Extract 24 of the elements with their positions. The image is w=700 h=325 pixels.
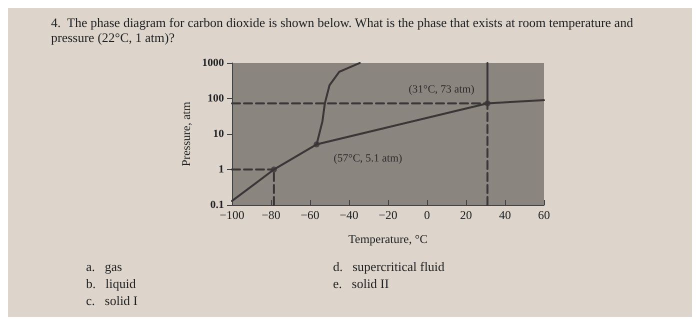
x-tick-label: −40 [340, 208, 358, 222]
text: c. solid I [86, 293, 138, 308]
text: d. supercritical fluid [333, 259, 446, 274]
y-tick-label: 0.1 [210, 199, 224, 211]
y-axis-title: Pressure, atm [179, 101, 193, 166]
text: e. solid II [333, 276, 389, 291]
y-tick-label: 100 [208, 92, 224, 104]
y-tick-label: 1 [218, 164, 224, 176]
x-tick-label: −100 [220, 208, 244, 222]
x-tick-label: −20 [378, 208, 398, 222]
chart-title: 4. The phase diagram for carbon dioxide is shown below. What is the phase that exists at room temperature and pressure (22°C, 1 atm)? [51, 15, 634, 45]
x-axis-title: Temperature, °C [348, 232, 428, 246]
x-tick-label: −60 [300, 208, 320, 222]
x-tick-label: 0 [424, 208, 430, 222]
annotation: (31°C, 73 atm) [408, 83, 475, 96]
text: a. gas [86, 259, 122, 274]
x-tick-label: 20 [460, 208, 472, 222]
annotation: (57°C, 5.1 atm) [334, 152, 403, 164]
y-tick-label: 1000 [202, 57, 224, 69]
y-tick-label: 10 [213, 128, 224, 140]
x-tick-label: −80 [262, 208, 280, 222]
x-tick-label: 40 [499, 208, 511, 222]
text: b. liquid [86, 276, 136, 291]
x-tick-label: 60 [538, 208, 550, 222]
